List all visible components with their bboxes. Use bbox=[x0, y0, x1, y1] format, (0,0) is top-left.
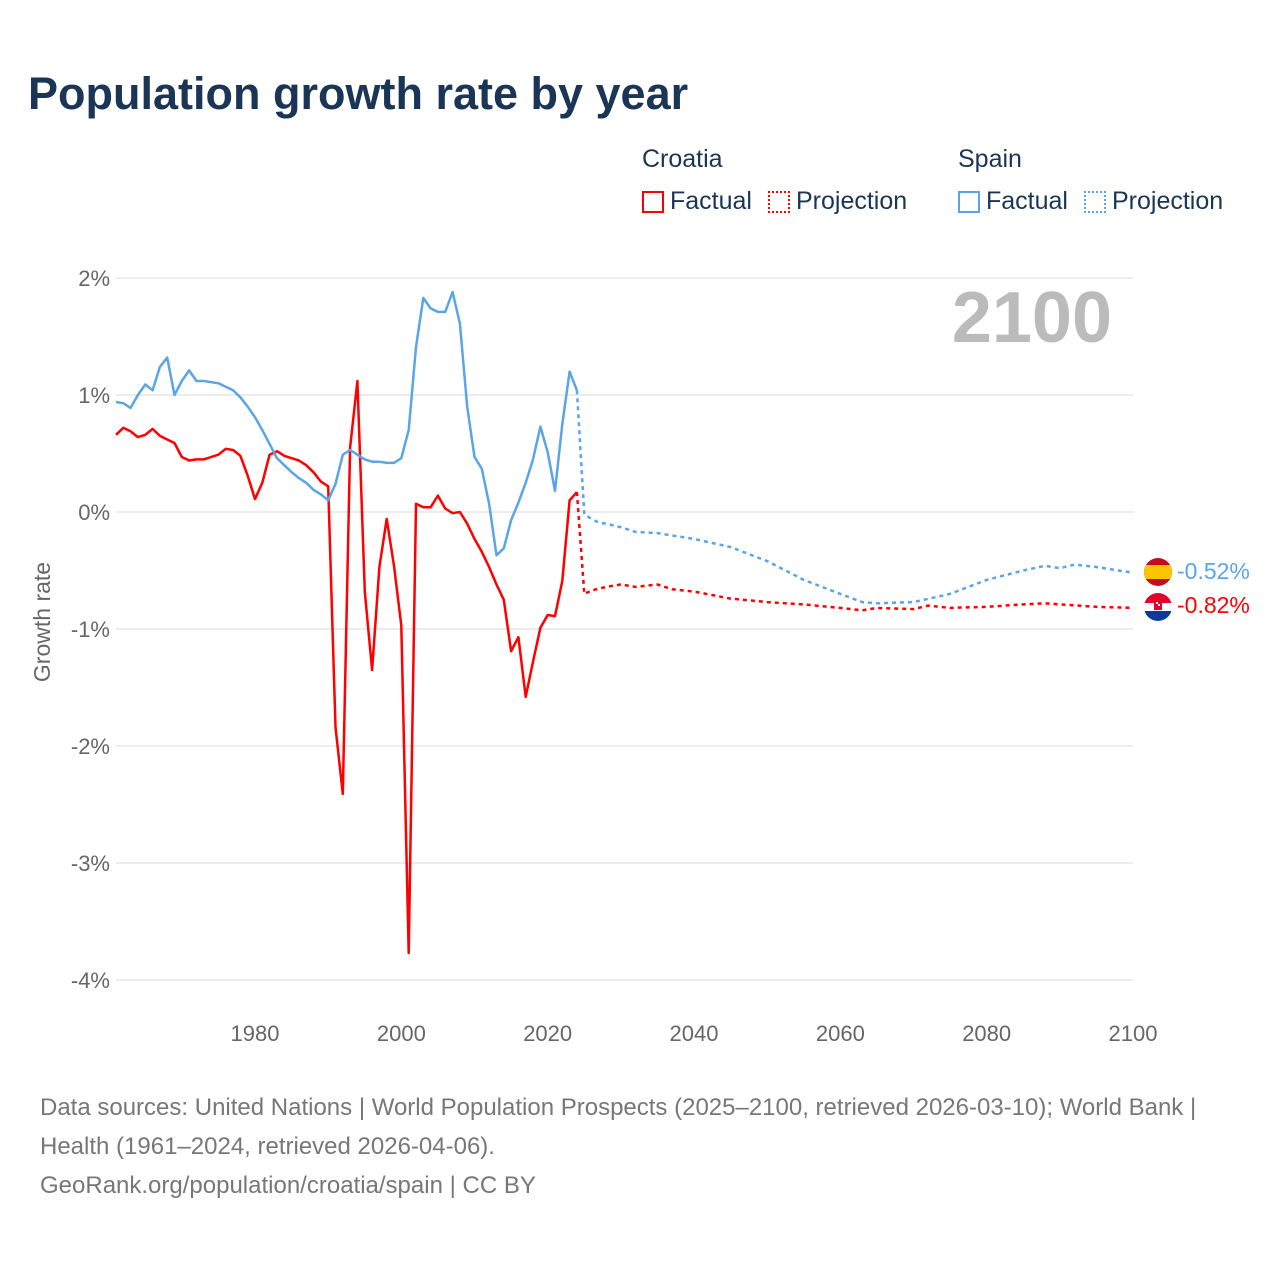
y-tick-label: 0% bbox=[78, 500, 110, 525]
series-line-croatia-factual bbox=[115, 379, 578, 955]
legend-croatia-label: Croatia bbox=[642, 145, 723, 173]
legend-label: Projection bbox=[795, 187, 908, 215]
y-axis-label: Growth rate bbox=[29, 562, 55, 682]
x-tick-label: 2000 bbox=[377, 1021, 426, 1046]
x-tick-label: 2060 bbox=[816, 1021, 865, 1046]
y-tick-label: 2% bbox=[78, 266, 110, 291]
legend-spain: Spain Factual Projection bbox=[958, 145, 1223, 216]
spain-flag-icon bbox=[1144, 558, 1172, 586]
croatia-flag-icon bbox=[1144, 593, 1172, 621]
legend-label: Factual bbox=[986, 187, 1068, 215]
y-tick-label: -4% bbox=[71, 968, 110, 993]
x-tick-label: 2100 bbox=[1109, 1021, 1158, 1046]
legend-swatch-solid bbox=[958, 190, 980, 213]
chart-title: Population growth rate by year bbox=[28, 68, 689, 119]
x-tick-label: 2040 bbox=[670, 1021, 719, 1046]
series-line-spain-factual bbox=[115, 290, 579, 557]
x-tick-label: 2020 bbox=[523, 1021, 572, 1046]
series-line-croatia-projection bbox=[575, 492, 1134, 612]
footer: Data sources: United Nations | World Pop… bbox=[40, 1088, 1240, 1205]
y-tick-label: 1% bbox=[78, 383, 110, 408]
legend-spain-label: Spain bbox=[958, 145, 1022, 173]
y-tick-label: -3% bbox=[71, 851, 110, 876]
legend-croatia: Croatia Factual Projection bbox=[642, 145, 907, 216]
legend-croatia-factual[interactable]: Factual bbox=[642, 187, 752, 216]
y-tick-label: -2% bbox=[71, 734, 110, 759]
legend-label: Factual bbox=[670, 187, 752, 215]
legend-swatch-solid bbox=[642, 190, 664, 213]
legend-swatch-dotted bbox=[1083, 190, 1106, 213]
spain-end-label: -0.52% bbox=[1177, 558, 1250, 584]
data-sources: Data sources: United Nations | World Pop… bbox=[40, 1094, 1197, 1160]
x-tick-label: 1980 bbox=[231, 1021, 280, 1046]
croatia-end-label: -0.82% bbox=[1177, 592, 1250, 618]
year-indicator: 2100 bbox=[952, 278, 1112, 358]
x-tick-label: 2080 bbox=[962, 1021, 1011, 1046]
series-line-spain-projection bbox=[575, 390, 1134, 605]
legend-label: Projection bbox=[1111, 187, 1224, 215]
legend-swatch-dotted bbox=[767, 190, 790, 213]
legend-spain-factual[interactable]: Factual bbox=[958, 187, 1068, 216]
legend-spain-projection[interactable]: Projection bbox=[1083, 187, 1224, 216]
legend-croatia-projection[interactable]: Projection bbox=[767, 187, 908, 216]
y-tick-label: -1% bbox=[71, 617, 110, 642]
credit-link[interactable]: GeoRank.org/population/croatia/spain | C… bbox=[40, 1172, 536, 1199]
